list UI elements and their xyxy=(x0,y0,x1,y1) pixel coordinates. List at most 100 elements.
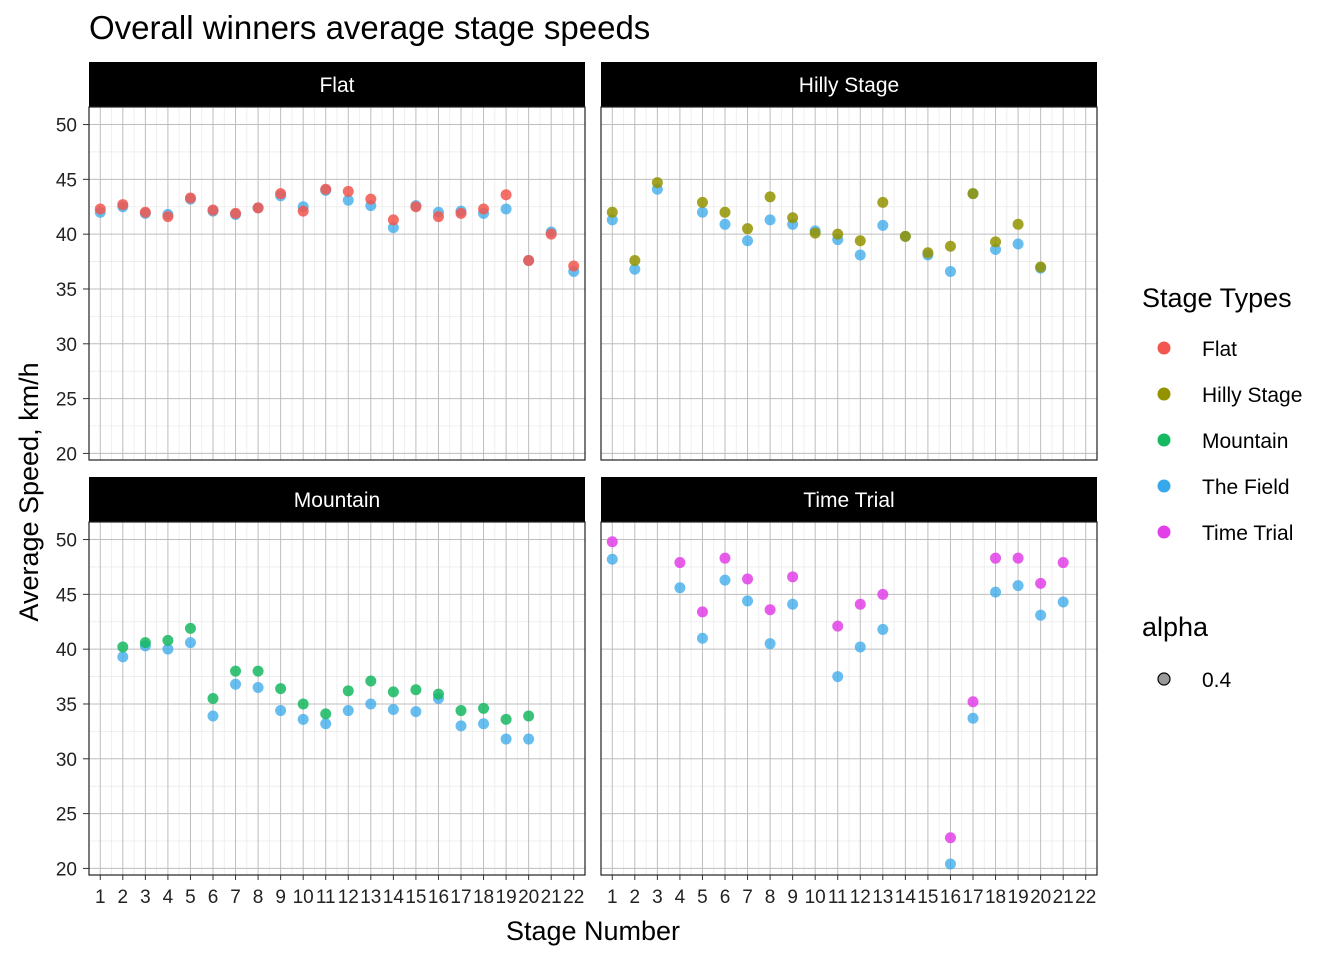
data-point-winner xyxy=(742,223,754,235)
data-point-winner xyxy=(674,557,686,569)
data-point-winner xyxy=(432,688,444,700)
panel-flat: Flat 20 25 30 35 40 45 50 xyxy=(56,62,586,465)
x-tick-label: 12 xyxy=(338,887,359,908)
data-point-winner xyxy=(1012,552,1024,564)
data-point-field xyxy=(854,641,866,653)
y-tick-label: 40 xyxy=(56,225,77,246)
data-point-field xyxy=(297,713,309,725)
data-point-field xyxy=(500,203,512,215)
x-tick-label: 21 xyxy=(1053,887,1074,908)
x-tick-label: 9 xyxy=(787,887,798,908)
data-point-winner xyxy=(1035,261,1047,273)
data-point-winner xyxy=(787,212,799,224)
data-point-winner xyxy=(967,188,979,200)
x-tick-label: 18 xyxy=(473,887,494,908)
data-point-field xyxy=(523,733,535,745)
data-point-winner xyxy=(478,702,490,714)
data-point-winner xyxy=(606,536,618,548)
data-point-field xyxy=(606,553,618,565)
legend-key-the-field xyxy=(1157,479,1171,493)
data-point-field xyxy=(320,718,332,730)
data-point-field xyxy=(606,214,618,226)
facet-strip-label: Hilly Stage xyxy=(799,74,899,97)
data-point-winner xyxy=(275,683,287,695)
y-tick-label: 25 xyxy=(56,390,77,411)
legend-label-mountain: Mountain xyxy=(1202,430,1288,453)
facet-strip xyxy=(601,477,1097,522)
legend-label-alpha: 0.4 xyxy=(1202,669,1232,692)
x-tick-label: 5 xyxy=(185,887,196,908)
y-tick-label: 40 xyxy=(56,640,77,661)
data-point-winner xyxy=(523,710,535,722)
x-tick-label: 13 xyxy=(360,887,381,908)
data-point-winner xyxy=(410,684,422,696)
data-point-field xyxy=(944,858,956,870)
y-tick-label: 50 xyxy=(56,116,77,137)
data-point-field xyxy=(184,637,196,649)
y-tick-label: 30 xyxy=(56,750,77,771)
x-tick-label: 2 xyxy=(630,887,641,908)
x-tick-label: 4 xyxy=(163,887,174,908)
x-tick-label: 10 xyxy=(293,887,314,908)
data-point-winner xyxy=(764,604,776,616)
x-tick-label: 16 xyxy=(428,887,449,908)
panel-border xyxy=(88,106,586,461)
legend-key-mountain xyxy=(1157,433,1171,447)
data-point-winner xyxy=(184,622,196,634)
x-tick-label: 8 xyxy=(253,887,264,908)
data-point-winner xyxy=(320,708,332,720)
facet-strip-label: Time Trial xyxy=(803,489,894,512)
panel-border xyxy=(88,521,586,876)
data-point-field xyxy=(877,623,889,635)
x-tick-label: 9 xyxy=(275,887,286,908)
data-point-winner xyxy=(832,620,844,632)
data-point-winner xyxy=(1012,218,1024,230)
legend-label-flat: Flat xyxy=(1202,338,1237,361)
x-tick-label: 17 xyxy=(450,887,471,908)
x-tick-label: 16 xyxy=(940,887,961,908)
legend-key-flat xyxy=(1157,341,1171,355)
data-point-field xyxy=(230,678,242,690)
data-point-winner xyxy=(230,665,242,677)
data-point-field xyxy=(944,265,956,277)
data-point-field xyxy=(719,218,731,230)
data-point-winner xyxy=(139,206,151,218)
x-tick-label: 19 xyxy=(1008,887,1029,908)
x-tick-label: 21 xyxy=(541,887,562,908)
data-point-winner xyxy=(568,260,580,272)
data-point-field xyxy=(990,586,1002,598)
facet-strip-label: Flat xyxy=(319,74,354,97)
data-point-winner xyxy=(320,183,332,195)
data-point-winner xyxy=(500,713,512,725)
x-tick-label: 1 xyxy=(607,887,618,908)
x-tick-label: 22 xyxy=(563,887,584,908)
legend: Stage Types Flat Hilly Stage Mountain The Fi… xyxy=(1142,283,1302,692)
data-point-field xyxy=(387,703,399,715)
data-point-winner xyxy=(500,189,512,201)
data-point-winner xyxy=(297,205,309,217)
chart-title: Overall winners average stage speeds xyxy=(89,9,650,46)
x-tick-label: 11 xyxy=(316,887,336,908)
panel-border xyxy=(600,521,1098,876)
data-point-winner xyxy=(696,606,708,618)
data-point-winner xyxy=(117,199,129,211)
data-point-field xyxy=(387,222,399,234)
x-tick-label: 17 xyxy=(962,887,983,908)
x-tick-label: 4 xyxy=(675,887,686,908)
y-tick-label: 20 xyxy=(56,444,77,465)
y-tick-label: 45 xyxy=(56,170,77,191)
data-point-winner xyxy=(877,588,889,600)
panel-border xyxy=(600,106,1098,461)
data-point-field xyxy=(967,712,979,724)
data-point-winner xyxy=(629,254,641,266)
data-point-field xyxy=(455,720,467,732)
data-point-winner xyxy=(832,228,844,240)
data-point-winner xyxy=(764,191,776,203)
panel-hilly-stage: Hilly Stage xyxy=(600,62,1098,461)
data-point-field xyxy=(742,235,754,247)
legend-key-hilly-stage xyxy=(1157,387,1171,401)
data-point-winner xyxy=(342,185,354,197)
